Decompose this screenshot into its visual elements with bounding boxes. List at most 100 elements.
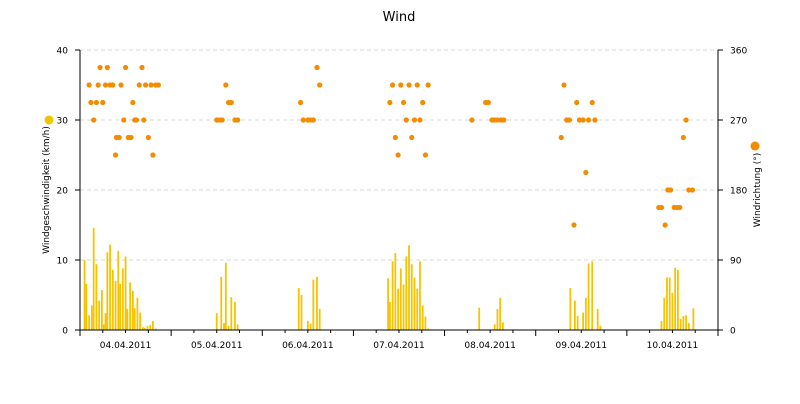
speed-bars <box>83 227 695 330</box>
direction-point <box>387 99 393 106</box>
speed-bar <box>599 325 602 330</box>
speed-bar <box>227 325 230 330</box>
speed-bar <box>306 320 309 330</box>
direction-point <box>310 117 316 123</box>
speed-bar <box>582 312 585 330</box>
y-axis-right-label: Windrichtung (°) <box>753 153 763 228</box>
speed-bar <box>297 288 300 330</box>
speed-bar <box>114 281 117 330</box>
speed-bar <box>126 309 129 330</box>
speed-bar <box>133 308 136 330</box>
speed-bar <box>427 328 430 330</box>
direction-point <box>122 64 129 71</box>
direction-point <box>145 134 151 141</box>
direction-point <box>658 204 665 211</box>
speed-bar <box>408 245 410 330</box>
speed-bar <box>405 256 408 330</box>
direction-point <box>100 99 106 106</box>
speed-bar <box>236 324 239 330</box>
speed-bar <box>413 277 416 330</box>
speed-bar <box>121 268 124 330</box>
direction-point <box>317 82 323 88</box>
direction-point <box>425 82 431 88</box>
y-axis-left-label: Windgeschwindigkeit (km/h) <box>42 126 52 254</box>
speed-bar <box>102 324 105 330</box>
direction-point <box>422 152 429 158</box>
speed-bar <box>391 261 394 330</box>
speed-bar <box>388 302 391 330</box>
speed-bar <box>660 320 663 330</box>
speed-bar <box>687 323 690 330</box>
direction-point <box>501 117 507 123</box>
direction-point <box>406 82 412 88</box>
speed-bar <box>402 284 405 330</box>
direction-point <box>395 152 401 158</box>
speed-bar <box>499 297 502 330</box>
speed-bar <box>397 288 399 330</box>
y-tick-label-left: 40 <box>57 47 69 57</box>
direction-point <box>583 169 589 176</box>
speed-bar <box>685 315 687 330</box>
y-tick-label-right: 180 <box>730 187 747 197</box>
direction-point <box>223 82 229 88</box>
speed-bar <box>676 269 679 330</box>
speed-bar <box>136 297 139 330</box>
speed-bar <box>111 269 114 330</box>
speed-bar <box>234 302 236 330</box>
speed-bar <box>316 276 318 330</box>
direction-point <box>689 187 696 193</box>
speed-bar <box>83 260 86 330</box>
direction-point <box>686 187 692 193</box>
direction-point <box>683 117 689 123</box>
speed-bar <box>394 253 397 330</box>
speed-bar <box>88 315 91 330</box>
speed-bar <box>109 244 111 330</box>
direction-point <box>417 117 423 123</box>
speed-bar <box>300 295 303 330</box>
direction-point <box>102 82 109 88</box>
direction-point <box>88 99 94 106</box>
direction-point <box>148 82 154 88</box>
direction-point <box>104 64 110 71</box>
direction-point <box>297 99 304 106</box>
direction-point <box>97 64 103 71</box>
direction-point <box>411 117 418 123</box>
x-tick-label: 05.04.2011 <box>191 341 243 351</box>
speed-bar <box>496 309 499 330</box>
direction-point <box>392 134 398 141</box>
direction-point <box>93 99 100 106</box>
y-tick-label-left: 20 <box>57 187 69 197</box>
speed-bar <box>666 277 668 330</box>
direction-point <box>403 117 409 123</box>
speed-bar <box>131 290 134 330</box>
direction-point <box>589 99 595 106</box>
direction-point <box>398 82 404 88</box>
direction-point <box>130 99 136 106</box>
direction-point <box>143 82 149 88</box>
direction-point <box>580 117 586 123</box>
y-tick-label-left: 30 <box>57 117 69 127</box>
speed-bar <box>591 261 594 330</box>
direction-point <box>141 117 147 123</box>
speed-bar <box>309 323 312 330</box>
direction-point <box>86 82 92 88</box>
direction-point <box>571 222 577 228</box>
speed-bar <box>682 316 685 330</box>
direction-point <box>561 82 567 88</box>
speed-bar <box>100 290 103 330</box>
direction-point <box>95 82 101 88</box>
direction-point <box>494 117 501 123</box>
speed-bar <box>668 277 671 330</box>
speed-bar <box>502 322 504 330</box>
speed-bar <box>679 318 682 330</box>
speed-bar <box>95 264 98 330</box>
direction-point <box>235 117 241 123</box>
direction-point <box>228 99 234 106</box>
direction-point <box>592 117 598 123</box>
speed-bar <box>154 328 157 330</box>
y-tick-label-right: 90 <box>730 257 742 267</box>
y-tick-label-left: 0 <box>62 327 68 337</box>
direction-point <box>150 152 156 158</box>
